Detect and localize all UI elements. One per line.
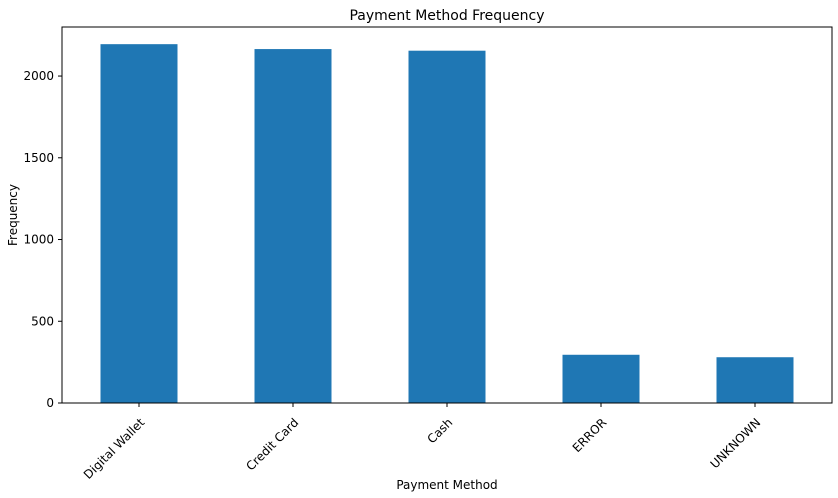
x-tick-label: Credit Card bbox=[243, 415, 301, 473]
chart-title: Payment Method Frequency bbox=[349, 8, 544, 24]
bar-digital-wallet bbox=[100, 44, 178, 404]
bar-unknown bbox=[716, 357, 794, 403]
plot-frame bbox=[61, 26, 833, 404]
y-tick-label: 500 bbox=[31, 314, 54, 328]
x-tick-label: UNKNOWN bbox=[708, 415, 764, 471]
y-tick-label: 0 bbox=[46, 396, 54, 410]
y-axis-label: Frequency bbox=[6, 184, 20, 246]
y-tick-label: 2000 bbox=[23, 69, 54, 83]
y-axis: 0 500 1000 1500 2000 bbox=[23, 69, 62, 410]
x-axis: Digital Wallet Credit Card Cash ERROR UNKNOW… bbox=[81, 403, 763, 482]
x-tick-label: Cash bbox=[425, 415, 456, 446]
bar-credit-card bbox=[254, 49, 332, 403]
y-tick-label: 1000 bbox=[23, 233, 54, 247]
bars-group bbox=[100, 44, 794, 404]
bar-error bbox=[562, 354, 640, 403]
y-tick-label: 1500 bbox=[23, 151, 54, 165]
x-axis-label: Payment Method bbox=[396, 478, 497, 492]
bar-cash bbox=[408, 50, 486, 403]
x-tick-label: ERROR bbox=[570, 415, 610, 455]
x-tick-label: Digital Wallet bbox=[81, 415, 148, 482]
